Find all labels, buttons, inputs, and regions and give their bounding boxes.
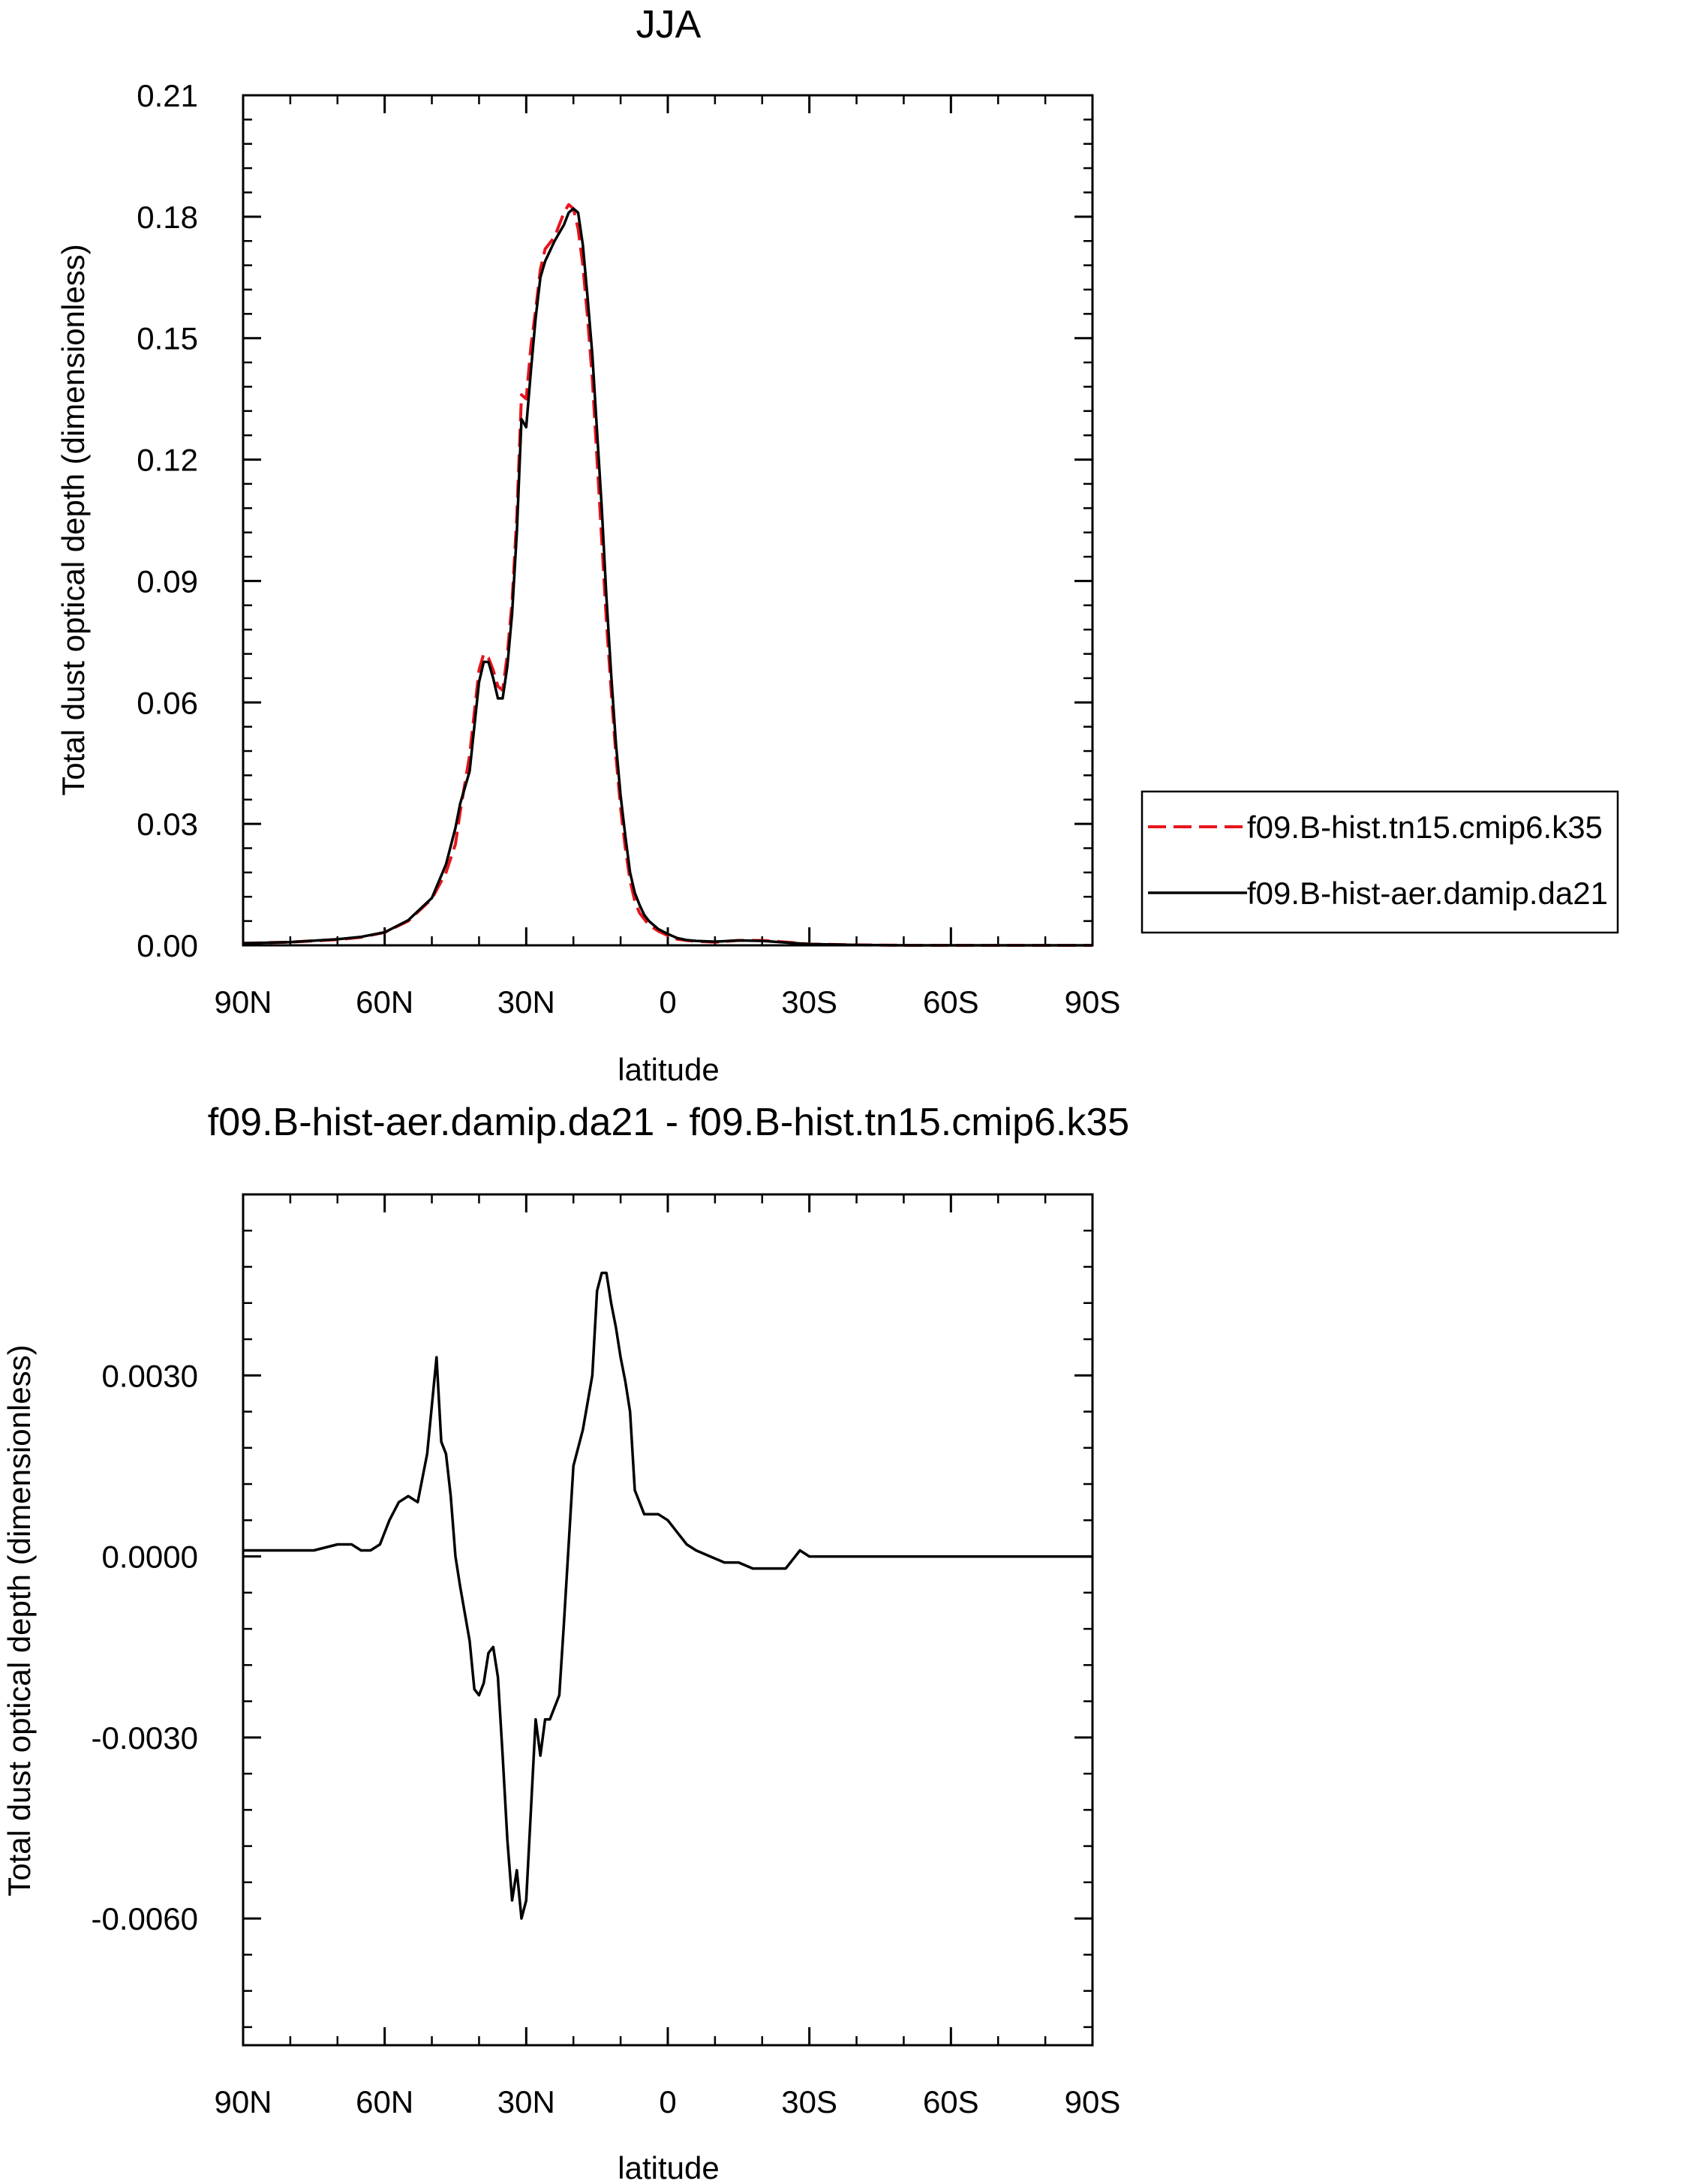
bottom-y-tick-label: 0.0030 bbox=[102, 1358, 198, 1393]
bottom-y-tick-label: -0.0030 bbox=[92, 1720, 198, 1756]
top-series bbox=[242, 203, 1092, 947]
top-y-tick-label: 0.15 bbox=[137, 321, 198, 356]
top-x-tick-label: 60N bbox=[356, 984, 413, 1020]
top-x-tick-label: 0 bbox=[659, 984, 676, 1020]
top-x-tick-labels: 90N 60N 30N 0 30S 60S 90S bbox=[214, 984, 1120, 1020]
top-y-tick-label: 0.12 bbox=[137, 443, 198, 478]
bottom-x-tick-label: 90S bbox=[1065, 2084, 1121, 2119]
top-y-tick-label: 0.21 bbox=[137, 78, 198, 113]
top-x-axis-label: latitude bbox=[618, 1052, 719, 1087]
bottom-chart: f09.B-hist-aer.damip.da21 - f09.B-hist.t… bbox=[2, 1101, 1129, 2184]
bottom-series bbox=[243, 1271, 1092, 1920]
top-series-line-2 bbox=[242, 207, 1092, 947]
bottom-series-line-1 bbox=[243, 1271, 1092, 1920]
top-y-axis-label: Total dust optical depth (dimensionless) bbox=[56, 244, 91, 795]
top-y-tick-label: 0.06 bbox=[137, 685, 198, 720]
bottom-x-tick-label: 60N bbox=[356, 2084, 413, 2119]
bottom-x-tick-labels: 90N 60N 30N 0 30S 60S 90S bbox=[214, 2084, 1120, 2119]
top-x-tick-label: 60S bbox=[923, 984, 979, 1020]
bottom-x-tick-label: 60S bbox=[923, 2084, 979, 2119]
bottom-x-tick-label: 30N bbox=[497, 2084, 555, 2119]
bottom-x-tick-label: 30S bbox=[781, 2084, 837, 2119]
bottom-x-tick-label: 0 bbox=[659, 2084, 676, 2119]
bottom-x-axis-label: latitude bbox=[618, 2150, 719, 2184]
top-y-tick-label: 0.09 bbox=[137, 563, 198, 599]
bottom-y-tick-label: -0.0060 bbox=[92, 1901, 198, 1936]
bottom-x-tick-label: 90N bbox=[214, 2084, 272, 2119]
top-plot-frame bbox=[242, 94, 1094, 947]
top-x-tick-label: 30N bbox=[497, 984, 555, 1020]
legend: f09.B-hist.tn15.cmip6.k35 f09.B-hist-aer… bbox=[1141, 790, 1619, 934]
bottom-y-tick-label: 0.0000 bbox=[102, 1540, 198, 1575]
bottom-y-tick-labels: -0.0060 -0.0030 0.0000 0.0030 bbox=[92, 1358, 198, 1936]
top-x-tick-label: 30S bbox=[781, 984, 837, 1020]
top-ticks bbox=[242, 94, 1094, 947]
top-series-line-1 bbox=[242, 203, 1092, 947]
bottom-ticks bbox=[242, 1194, 1094, 2045]
top-x-tick-label: 90S bbox=[1065, 984, 1121, 1020]
legend-label-series-1: f09.B-hist.tn15.cmip6.k35 bbox=[1247, 810, 1603, 845]
top-y-tick-label: 0.00 bbox=[137, 928, 198, 963]
top-x-tick-label: 90N bbox=[214, 984, 272, 1020]
bottom-chart-title: f09.B-hist-aer.damip.da21 - f09.B-hist.t… bbox=[208, 1101, 1129, 1144]
top-chart: JJA 90N 60N 30N 0 30S 60S 90S 0.00 0.03 0.06 0.09… bbox=[56, 3, 1120, 1087]
legend-box bbox=[1141, 790, 1619, 934]
top-y-tick-labels: 0.00 0.03 0.06 0.09 0.12 0.15 0.18 0.21 bbox=[137, 78, 198, 963]
legend-label-series-2: f09.B-hist-aer.damip.da21 bbox=[1247, 876, 1608, 911]
top-y-tick-label: 0.03 bbox=[137, 807, 198, 842]
top-y-tick-label: 0.18 bbox=[137, 200, 198, 235]
top-chart-title: JJA bbox=[636, 3, 702, 47]
bottom-plot-frame bbox=[242, 1193, 1094, 2047]
bottom-y-axis-label: Total dust optical depth (dimensionless) bbox=[2, 1344, 37, 1896]
